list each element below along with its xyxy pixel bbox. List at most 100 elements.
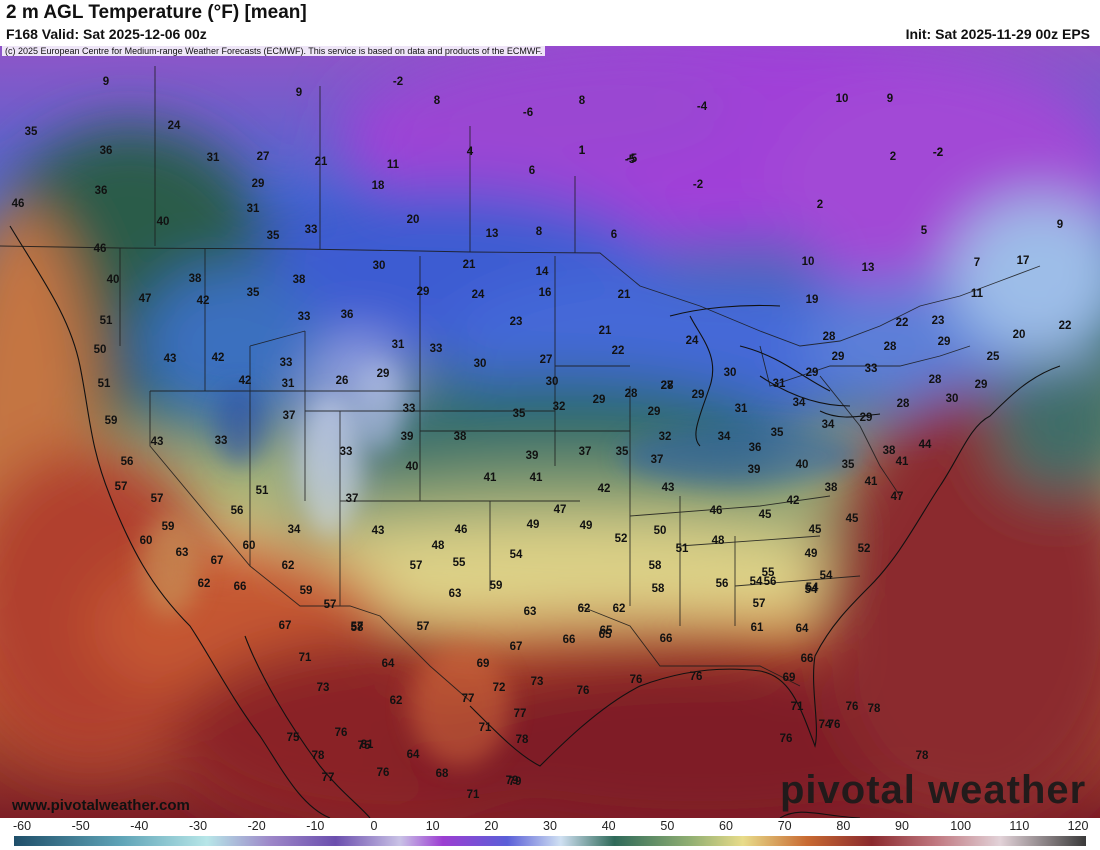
temperature-point-value: 63	[524, 606, 537, 618]
temperature-point-value: 73	[317, 682, 330, 694]
temperature-point-value: 66	[801, 653, 814, 665]
temperature-point-value: 52	[615, 533, 628, 545]
temperature-point-value: 67	[510, 641, 523, 653]
init-time: Init: Sat 2025-11-29 00z EPS	[905, 26, 1090, 42]
temperature-point-value: 45	[846, 513, 859, 525]
temperature-point-value: 21	[315, 156, 328, 168]
temperature-point-value: 34	[718, 431, 731, 443]
temperature-point-value: 69	[783, 672, 796, 684]
temperature-point-value: -5	[625, 154, 636, 166]
temperature-point-value: 13	[486, 228, 499, 240]
temperature-point-value: 51	[100, 315, 113, 327]
temperature-point-value: 34	[793, 397, 806, 409]
temperature-point-value: 55	[762, 567, 775, 579]
colorbar-tick: -10	[306, 819, 325, 833]
temperature-point-value: 30	[724, 367, 737, 379]
temperature-point-value: 77	[322, 772, 335, 784]
temperature-point-value: 8	[536, 226, 543, 238]
website-watermark[interactable]: www.pivotalweather.com	[12, 797, 190, 814]
temperature-point-value: 35	[267, 230, 280, 242]
temperature-point-value: 24	[168, 120, 181, 132]
temperature-point-value: 27	[540, 354, 553, 366]
colorbar-tick: 100	[950, 819, 972, 833]
temperature-point-value: 40	[107, 274, 120, 286]
political-boundaries	[0, 66, 1041, 702]
temperature-point-value: 6	[529, 165, 535, 177]
temperature-point-value: 58	[652, 583, 665, 595]
temperature-point-value: 57	[324, 599, 337, 611]
temperature-point-value: 44	[919, 439, 932, 451]
temperature-point-value: 36	[749, 442, 762, 454]
temperature-point-value: 40	[157, 216, 170, 228]
temperature-point-value: 46	[94, 243, 107, 255]
temperature-point-value: 31	[735, 403, 748, 415]
temperature-point-value: 66	[660, 633, 673, 645]
temperature-point-value: 66	[563, 634, 576, 646]
temperature-point-value: 29	[938, 336, 951, 348]
temperature-point-value: 30	[546, 376, 559, 388]
temperature-point-value: 45	[759, 509, 772, 521]
temperature-point-value: 29	[417, 286, 430, 298]
temperature-point-value: 43	[372, 525, 385, 537]
colorbar-tick: 120	[1067, 819, 1089, 833]
colorbar-tick: 60	[719, 819, 733, 833]
temperature-point-value: 41	[530, 472, 543, 484]
temperature-point-value: 77	[514, 708, 527, 720]
colorbar-tick: 80	[836, 819, 851, 833]
temperature-map[interactable]: 9 -2 -6 8 -4 8 -5 9 -2 10 2 9 35 24 31 27 21 11 4 6 1 -5 1 -2 36…	[0, 46, 1100, 818]
temperature-point-value: 39	[401, 431, 414, 443]
temperature-point-value: 32	[553, 401, 566, 413]
coastlines	[9, 225, 1061, 818]
temperature-point-value: 76	[828, 719, 841, 731]
copyright-notice: (c) 2025 European Centre for Medium-rang…	[2, 46, 546, 56]
temperature-point-value: 54	[820, 570, 833, 582]
temperature-point-value: 18	[372, 180, 385, 192]
temperature-point-value: 42	[197, 295, 210, 307]
map-title: 2 m AGL Temperature (°F) [mean]	[6, 2, 307, 23]
temperature-point-value: 24	[686, 335, 699, 347]
temperature-point-value: 1	[579, 145, 586, 157]
temperature-point-value: 32	[659, 431, 672, 443]
temperature-point-value: 59	[162, 521, 175, 533]
temperature-point-value: 58	[351, 622, 364, 634]
temperature-point-value: 37	[579, 446, 592, 458]
temperature-point-value: -6	[523, 107, 533, 119]
temperature-point-value: 38	[825, 482, 838, 494]
temperature-point-value: 42	[787, 495, 800, 507]
temperature-point-value: 41	[484, 472, 497, 484]
temperature-point-value: 43	[662, 482, 675, 494]
temperature-point-value: 71	[299, 652, 312, 664]
temperature-point-value: 10	[836, 93, 849, 105]
temperature-point-value: 42	[598, 483, 611, 495]
temperature-point-value: 31	[392, 339, 405, 351]
temperature-point-value: 17	[1017, 255, 1030, 267]
temperature-point-value: 29	[975, 379, 988, 391]
temperature-point-value: 4	[467, 146, 474, 158]
temperature-point-value: 35	[247, 287, 260, 299]
temperature-point-value: 14	[536, 266, 549, 278]
temperature-point-value: -5	[627, 153, 638, 165]
temperature-point-value: 45	[809, 524, 822, 536]
temperature-point-value: 40	[796, 459, 809, 471]
temperature-point-value: 40	[406, 461, 419, 473]
colorbar-tick: -20	[247, 819, 266, 833]
temperature-point-value: 20	[407, 214, 420, 226]
temperature-point-value: 54	[510, 549, 523, 561]
temperature-point-value: 22	[612, 345, 625, 357]
temperature-point-value: -4	[697, 101, 708, 113]
temperature-point-value: 76	[780, 733, 793, 745]
temperature-point-value: 27	[661, 380, 674, 392]
colorbar-tick: 40	[601, 819, 616, 833]
temperature-point-value: 67	[279, 620, 292, 632]
temperature-point-value: 48	[712, 535, 725, 547]
temperature-zones	[0, 46, 1100, 818]
temperature-point-value: 54	[805, 584, 818, 596]
temperature-point-value: -2	[933, 147, 943, 159]
temperature-point-value: 78	[916, 750, 929, 762]
colorbar-tick: 70	[777, 819, 792, 833]
temperature-point-value: 57	[351, 621, 364, 633]
temperature-point-value: 51	[256, 485, 269, 497]
temperature-point-value: 29	[252, 178, 265, 190]
temperature-point-value: 64	[382, 658, 395, 670]
temperature-point-value: 21	[599, 325, 612, 337]
